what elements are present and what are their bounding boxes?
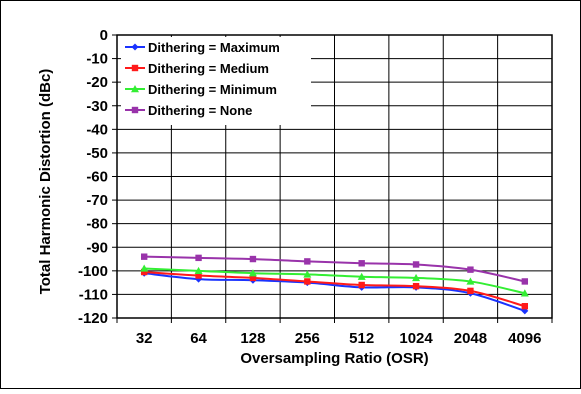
data-point: [358, 260, 365, 267]
x-tick-label: 128: [240, 330, 265, 347]
legend-label: Dithering = None: [148, 103, 252, 118]
data-point: [249, 255, 257, 263]
legend-swatch-marker: [131, 85, 139, 93]
data-point: [466, 277, 475, 285]
x-tick-label: 256: [295, 330, 320, 347]
data-point: [303, 270, 312, 278]
series-4: [140, 253, 529, 285]
x-tick-label: 2048: [454, 330, 487, 347]
data-point: [194, 266, 203, 275]
legend-swatch-marker: [131, 106, 139, 114]
data-point: [249, 274, 257, 282]
y-tick-label: -80: [86, 216, 108, 233]
y-tick-label: -110: [79, 286, 108, 303]
legend-label: Dithering = Minimum: [148, 82, 277, 97]
y-tick-label: -120: [78, 310, 108, 327]
x-tick-label: 32: [136, 330, 153, 347]
data-point: [195, 254, 202, 262]
legend: Dithering = Maximum Dithering = Medium Dit…: [121, 37, 311, 125]
legend-label: Dithering = Medium: [148, 61, 269, 76]
data-point: [467, 287, 474, 295]
y-axis-title: Total Harmonic Distortion (dBc): [37, 69, 54, 295]
legend-item: Dithering = None: [125, 103, 252, 118]
legend-label: Dithering = Maximum: [148, 40, 280, 55]
data-point: [304, 278, 311, 285]
legend-item: Dithering = Medium: [125, 61, 269, 76]
y-tick-label: -30: [86, 98, 108, 115]
data-point: [140, 268, 148, 276]
data-point: [412, 273, 421, 282]
x-tick-label: 512: [349, 330, 374, 347]
data-point: [357, 272, 366, 280]
y-tick-label: -50: [86, 145, 108, 162]
data-point: [195, 272, 202, 279]
y-tick-label: -20: [86, 74, 108, 91]
y-tick-label: -60: [86, 169, 108, 186]
x-tick-label: 4096: [508, 330, 541, 347]
legend-box: [121, 37, 311, 125]
y-tick-label: -70: [86, 192, 108, 209]
data-point: [248, 269, 257, 277]
legend-item: Dithering = Maximum: [125, 40, 280, 55]
legend-item: Dithering = Minimum: [125, 82, 277, 97]
y-tick-label: -90: [86, 239, 108, 256]
series-group: [140, 253, 529, 315]
data-point: [467, 266, 474, 273]
series-2: [140, 268, 529, 310]
y-tick-label: -40: [86, 121, 108, 138]
x-tick-label: 1024: [399, 330, 433, 347]
data-point: [140, 264, 149, 272]
legend-swatch-marker: [131, 43, 139, 51]
data-point: [521, 303, 529, 310]
y-axis-ticks: 0 -10 -20 -30 -40 -50 -60 -70 -80 -90 -100 -110 -120: [78, 27, 117, 327]
series-line: [144, 271, 526, 308]
data-point: [140, 253, 148, 260]
data-point: [412, 261, 420, 268]
series-line: [144, 255, 526, 283]
data-point: [521, 278, 529, 285]
y-tick-label: 0: [100, 27, 108, 44]
x-axis-title: Oversampling Ratio (OSR): [240, 350, 428, 367]
data-point: [520, 289, 529, 297]
y-tick-label: -100: [78, 263, 108, 280]
legend-swatch-marker: [131, 64, 139, 72]
series-3: [140, 264, 529, 297]
series-line: [144, 272, 526, 312]
series-line: [144, 267, 526, 295]
data-point: [304, 258, 311, 265]
data-point: [412, 282, 420, 290]
x-tick-label: 64: [190, 330, 207, 347]
x-axis-ticks: 32 64 128 256 512 1024 2048 4096: [116, 318, 553, 347]
data-point: [358, 281, 365, 289]
y-tick-label: -10: [86, 51, 108, 68]
